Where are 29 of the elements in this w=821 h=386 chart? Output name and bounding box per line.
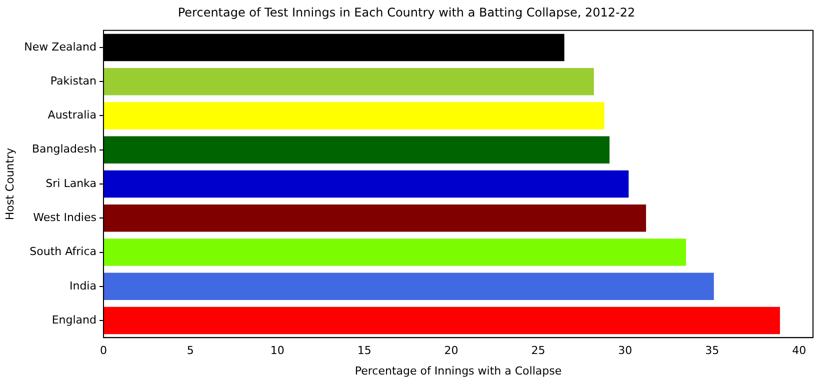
bar <box>103 170 629 198</box>
x-tick-label: 5 <box>186 344 194 358</box>
y-tick-label: Bangladesh <box>32 142 97 156</box>
y-tick-label: New Zealand <box>24 40 96 54</box>
bar <box>103 306 780 334</box>
x-tick-label: 0 <box>100 344 107 358</box>
x-axis-title: Percentage of Innings with a Collapse <box>354 364 562 378</box>
x-tick-label: 10 <box>270 344 284 358</box>
x-tick-label: 25 <box>531 344 546 358</box>
y-tick-label: India <box>69 279 96 292</box>
y-tick-label: South Africa <box>30 245 96 258</box>
y-tick-label: West Indies <box>33 210 97 224</box>
bar <box>103 68 594 96</box>
bar <box>103 136 610 164</box>
y-axis-title: Host Country <box>3 147 16 220</box>
x-tick-label: 15 <box>357 344 372 358</box>
bar <box>103 204 646 232</box>
bar <box>103 238 686 266</box>
x-tick-label: 30 <box>618 344 632 358</box>
y-tick-label: Pakistan <box>50 74 97 88</box>
x-tick-label: 35 <box>705 344 720 358</box>
x-tick-label: 20 <box>444 344 458 358</box>
y-tick-label: Sri Lanka <box>46 176 96 190</box>
bar <box>103 102 604 130</box>
chart-title: Percentage of Test Innings in Each Country with a Batting Collapse, 2012-22 <box>178 5 636 20</box>
bar <box>103 272 714 300</box>
x-tick-label: 40 <box>792 344 806 358</box>
y-tick-label: England <box>52 313 96 326</box>
y-tick-label: Australia <box>48 108 96 122</box>
